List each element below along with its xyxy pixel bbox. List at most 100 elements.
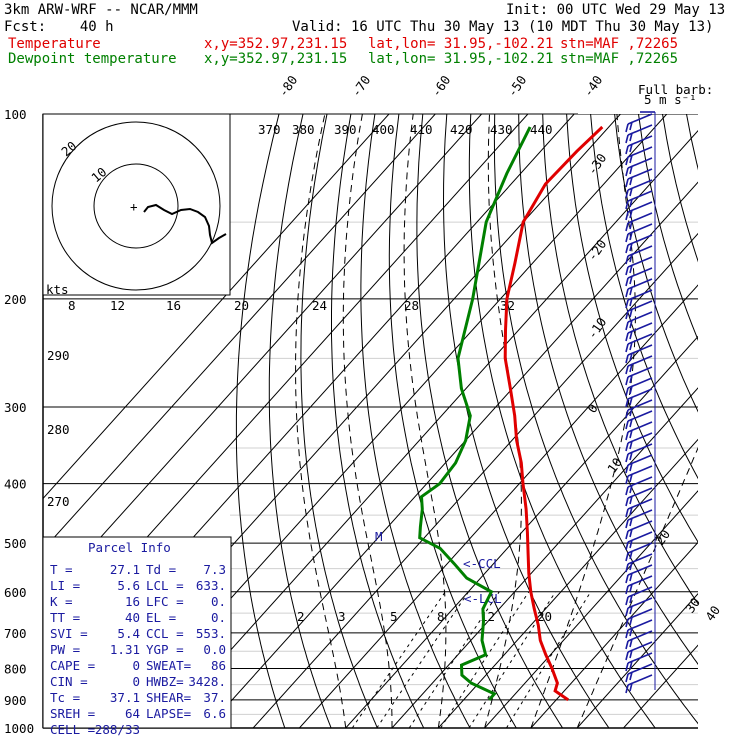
forecast-hour: Fcst: 40 h	[4, 19, 114, 35]
mixing-ratio-line	[408, 591, 500, 728]
wind-barb-flag	[625, 486, 629, 496]
wind-barb-flag	[629, 539, 633, 549]
isotherm-label: 40	[702, 603, 723, 624]
wind-barb-flag	[625, 365, 629, 375]
pressure-tick-label: 100	[4, 107, 27, 122]
isotherm-line	[484, 490, 698, 728]
dry-adiabat	[662, 114, 698, 263]
mixing-ratio-line	[351, 591, 446, 728]
wind-barb-flag	[625, 651, 629, 661]
wind-barb-flag	[625, 629, 629, 639]
wind-barb-flag	[629, 154, 633, 164]
theta-label: 440	[530, 122, 553, 137]
theta-label: 400	[372, 122, 395, 137]
wind-barb-flag	[625, 563, 629, 573]
marker-ccl: <-CCL	[463, 556, 501, 571]
moist-adiabat	[530, 114, 636, 728]
isotherm-label: -70	[348, 73, 373, 100]
wind-barb-flag	[625, 420, 629, 430]
parcel-info-value: 0.	[211, 610, 226, 625]
wind-barb-flag	[625, 409, 629, 419]
wind-barb-flag	[629, 319, 633, 329]
wind-barb-flag	[625, 156, 629, 166]
wind-barb-flag	[625, 398, 629, 408]
hodo-units-label: kts	[46, 282, 69, 297]
wind-barb-flag	[625, 585, 629, 595]
temp-station: stn=MAF ,72265	[560, 36, 679, 52]
mixing-ratio-label: 8	[437, 609, 445, 624]
dry-adiabat	[468, 114, 656, 728]
barb-note-units: 5 m s⁻¹	[644, 92, 697, 107]
wind-barb-flag	[629, 308, 633, 318]
mixing-ratio-line	[376, 591, 469, 728]
wind-barb-flag	[625, 431, 629, 441]
wind-barb-flag	[629, 176, 633, 186]
wind-barb-flag	[629, 198, 633, 208]
parcel-info-key: YGP =	[146, 642, 184, 657]
wind-barb-flag	[629, 561, 633, 571]
wind-barb-flag	[629, 385, 633, 395]
wind-barb-flag	[629, 528, 633, 538]
dry-adiabat	[518, 114, 698, 665]
wind-barb-flag	[625, 541, 629, 551]
temp-latlon: lat,lon= 31.95,-102.21	[368, 36, 554, 52]
barb-note-title: Full barb:	[638, 82, 713, 97]
isotherm-line	[43, 114, 436, 551]
wind-barb-flag	[625, 618, 629, 628]
wind-barb-flag	[629, 638, 633, 648]
hodo-range-label: 8	[68, 298, 76, 313]
wind-barb-flag	[629, 550, 633, 560]
hodo-range-label: 20	[234, 298, 249, 313]
wind-barb-flag	[625, 343, 629, 353]
dew-latlon: lat,lon= 31.95,-102.21	[368, 51, 554, 67]
dry-adiabat	[686, 114, 698, 171]
isotherm-label: -30	[584, 151, 609, 178]
parcel-info-box	[42, 536, 232, 729]
isotherm-label: 0	[584, 401, 601, 416]
wind-barb-flag	[629, 605, 633, 615]
wind-barb-flag	[625, 167, 629, 177]
parcel-info-key: CAPE =	[50, 658, 95, 673]
parcel-info-value: 37.	[203, 690, 226, 705]
wind-barb-flag	[625, 178, 629, 188]
wind-barb-flag	[625, 530, 629, 540]
dry-adiabat	[300, 114, 378, 728]
isotherm-line	[391, 387, 698, 728]
wind-barb-flag	[629, 407, 633, 417]
wind-barb-flag	[625, 277, 629, 287]
wind-barb-flag	[625, 684, 629, 694]
hodo-range-label: 16	[166, 298, 181, 313]
isotherm-label: -40	[580, 73, 605, 100]
parcel-info-key: LFC =	[146, 594, 184, 609]
hodo-ring	[93, 163, 179, 249]
wind-barb-flag	[625, 145, 629, 155]
wind-barb-flag	[629, 506, 633, 516]
wind-barb-flag	[625, 673, 629, 683]
wind-barb-flag	[629, 627, 633, 637]
temp-xy: x,y=352.97,231.15	[204, 36, 348, 52]
parcel-info-key: EL =	[146, 610, 176, 625]
dry-adiabat	[360, 114, 471, 728]
parcel-info-value: 16	[125, 594, 140, 609]
pressure-tick-label: 800	[4, 661, 27, 676]
theta-left-label: 270	[47, 494, 70, 509]
wind-barb-flag	[629, 374, 633, 384]
wind-barb-flag	[629, 330, 633, 340]
dry-adiabat	[331, 114, 425, 728]
isotherm-label: 20	[652, 527, 673, 548]
parcel-info-value: 0	[132, 674, 140, 689]
theta-left-label: 280	[47, 422, 70, 437]
wind-barb-flag	[629, 143, 633, 153]
wind-barb-flag	[629, 165, 633, 175]
wind-barb-flag	[629, 297, 633, 307]
wind-barb-flag	[625, 123, 629, 133]
pressure-tick-label: 1000	[4, 721, 34, 736]
wind-barb-flag	[625, 387, 629, 397]
dry-adiabat	[710, 114, 740, 728]
theta-label: 410	[410, 122, 433, 137]
dewpoint-legend: Dewpoint temperature	[8, 51, 177, 67]
wind-barb-flag	[625, 321, 629, 331]
wind-barb-flag	[629, 121, 633, 131]
wind-barb-flag	[629, 396, 633, 406]
